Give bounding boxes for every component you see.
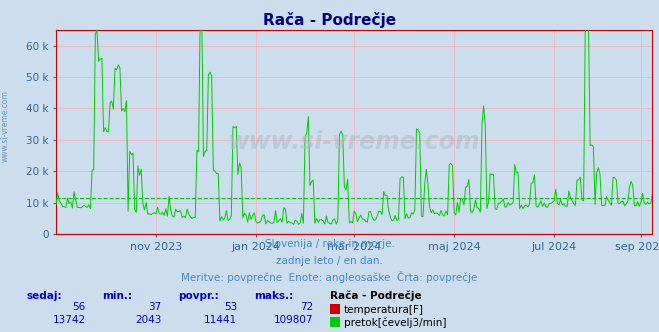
Text: Meritve: povprečne  Enote: angleosaške  Črta: povprečje: Meritve: povprečne Enote: angleosaške Čr… — [181, 271, 478, 283]
Text: 53: 53 — [224, 302, 237, 312]
Text: maks.:: maks.: — [254, 291, 293, 301]
Text: 2043: 2043 — [135, 315, 161, 325]
Text: 37: 37 — [148, 302, 161, 312]
Text: Rača - Podrečje: Rača - Podrečje — [330, 290, 421, 301]
Text: temperatura[F]: temperatura[F] — [344, 305, 424, 315]
Text: Rača - Podrečje: Rača - Podrečje — [263, 12, 396, 28]
Text: 109807: 109807 — [273, 315, 313, 325]
Text: sedaj:: sedaj: — [26, 291, 62, 301]
Text: Slovenija / reke in morje.: Slovenija / reke in morje. — [264, 239, 395, 249]
Text: zadnje leto / en dan.: zadnje leto / en dan. — [276, 256, 383, 266]
Text: 72: 72 — [300, 302, 313, 312]
Text: www.si-vreme.com: www.si-vreme.com — [1, 90, 10, 162]
Text: min.:: min.: — [102, 291, 132, 301]
Text: povpr.:: povpr.: — [178, 291, 219, 301]
Text: www.si-vreme.com: www.si-vreme.com — [228, 130, 480, 154]
Text: 13742: 13742 — [53, 315, 86, 325]
Text: 11441: 11441 — [204, 315, 237, 325]
Text: 56: 56 — [72, 302, 86, 312]
Text: pretok[čevelj3/min]: pretok[čevelj3/min] — [344, 317, 447, 328]
